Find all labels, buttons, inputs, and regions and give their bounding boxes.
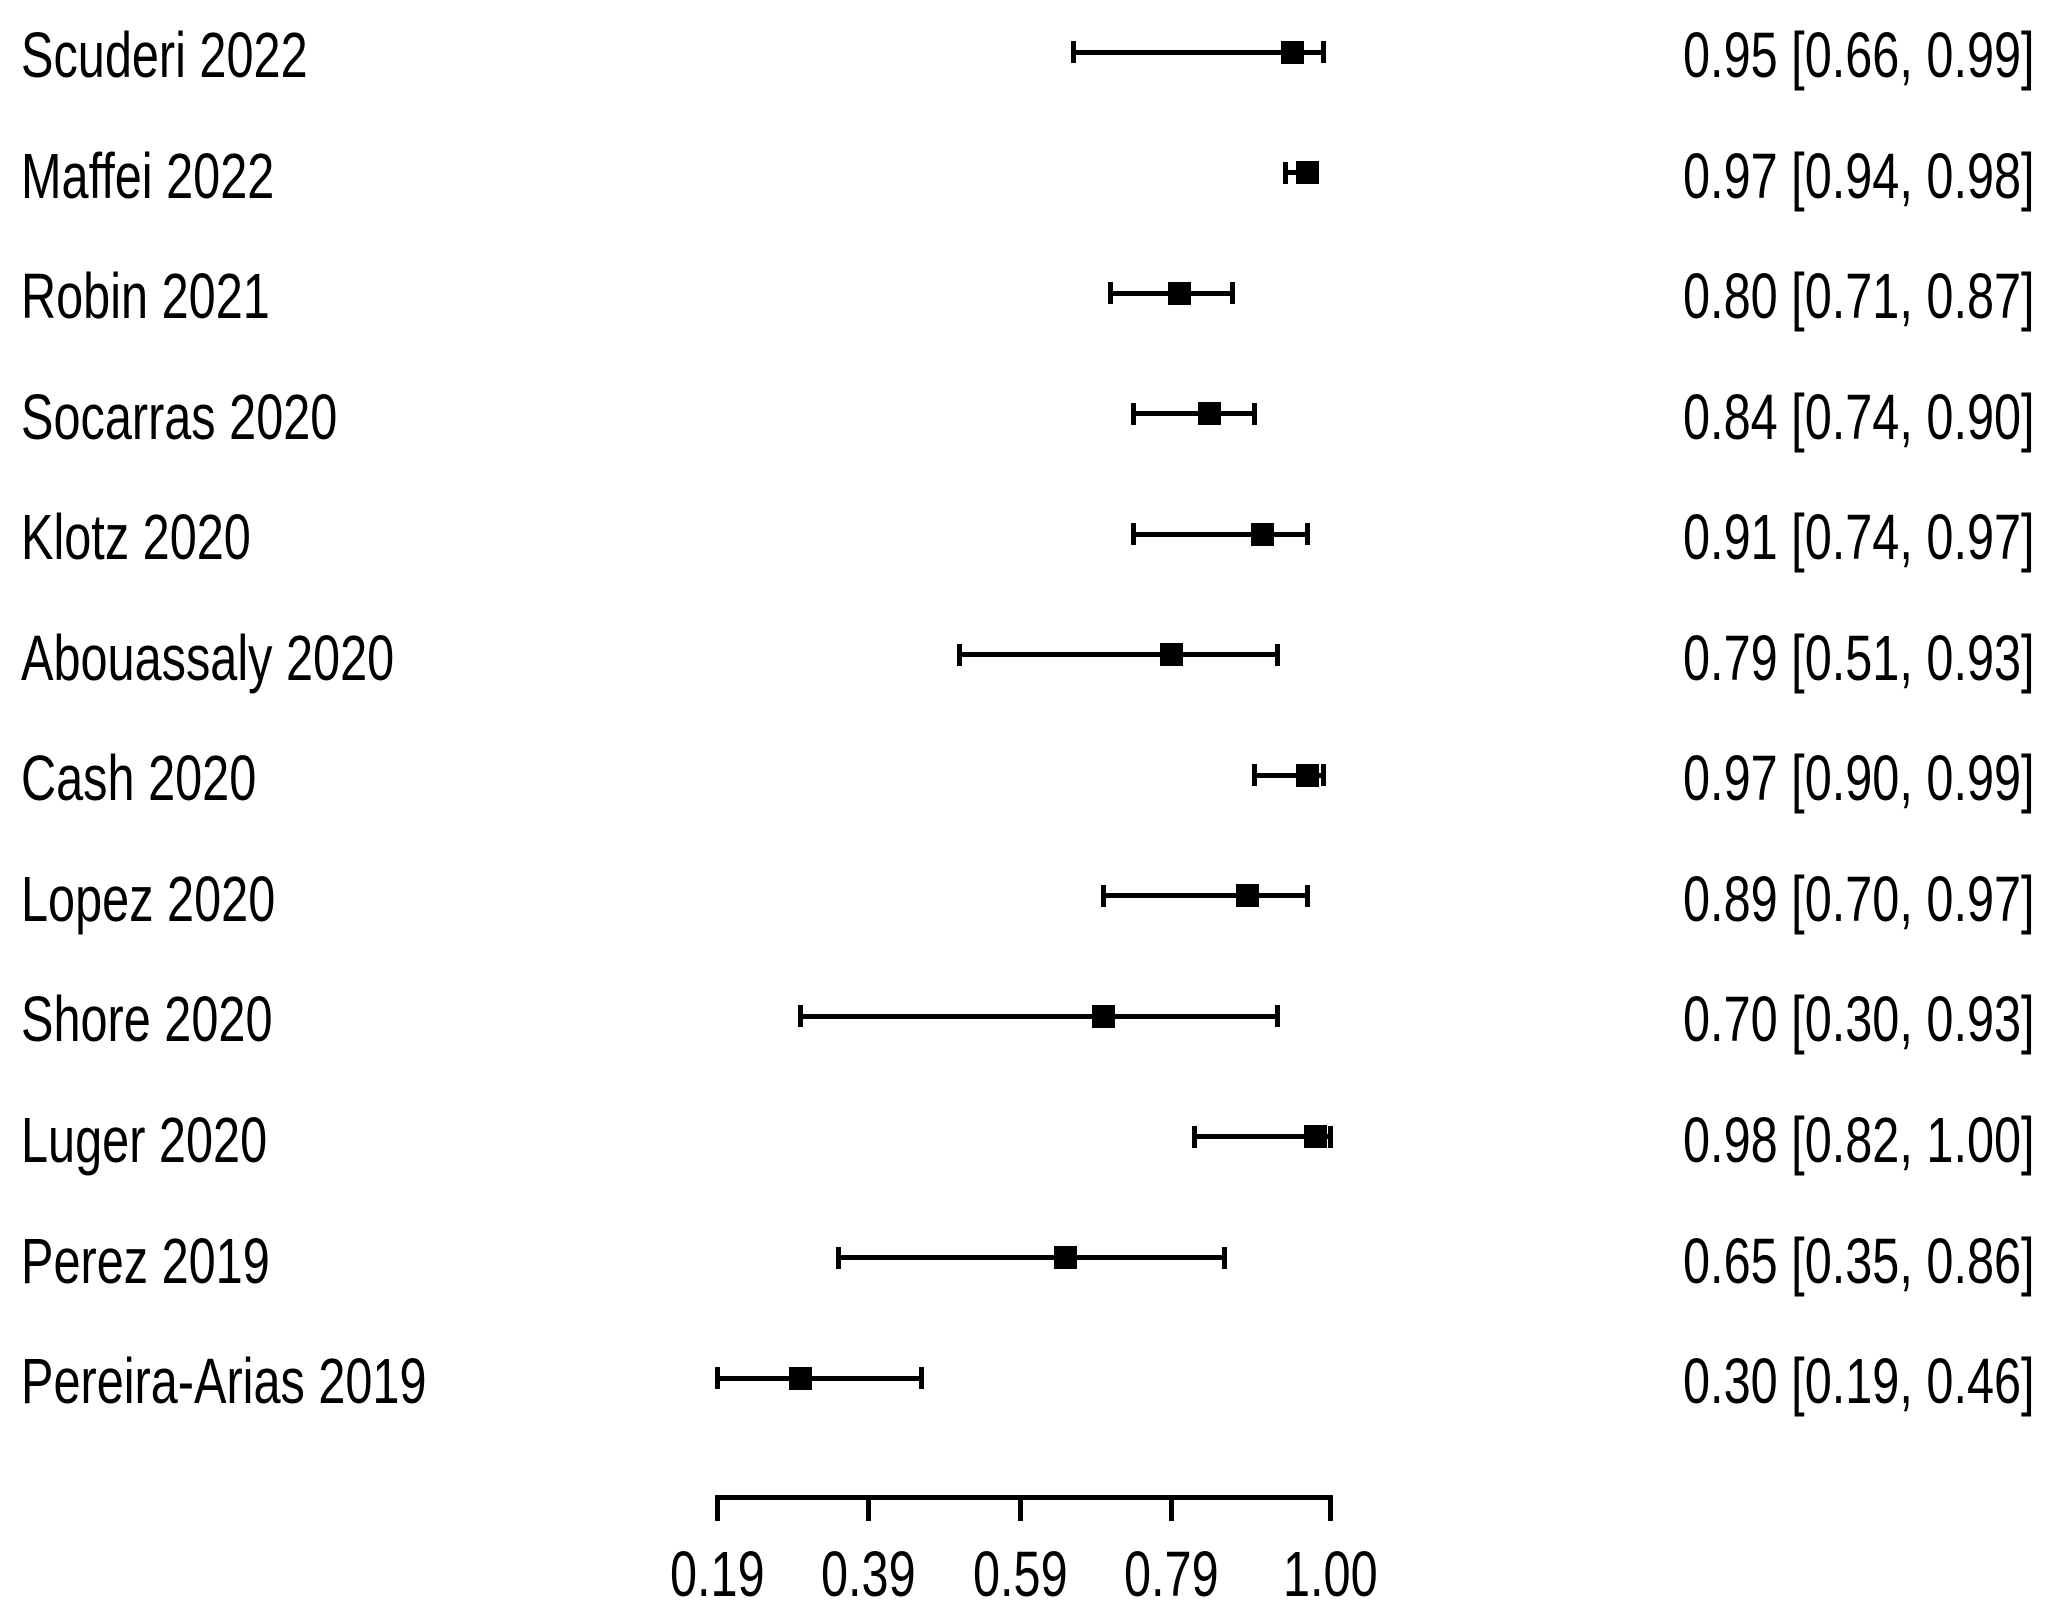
ci-cap-high (1222, 1246, 1228, 1269)
x-axis-tick-label-text: 0.59 (972, 1538, 1068, 1610)
ci-cap-low (1070, 41, 1076, 63)
ci-cap-low (835, 1246, 841, 1269)
x-axis-tick-label: 1.00 (1251, 1542, 1411, 1606)
ci-cap-high (1305, 884, 1311, 907)
study-label: Klotz 2020 (21, 501, 251, 574)
ci-cap-high (1229, 282, 1235, 305)
ci-cap-high (1320, 41, 1326, 63)
study-label: Abouassaly 2020 (21, 621, 395, 694)
ci-cap-low (956, 643, 962, 666)
ci-cap-low (714, 1367, 720, 1390)
ci-cap-low (1108, 282, 1114, 305)
ci-cap-low (1191, 1125, 1197, 1148)
estimate-square (1296, 763, 1320, 787)
estimate-value: 0.80 [0.71, 0.87] (1683, 260, 2035, 333)
ci-whisker-line (717, 1375, 922, 1381)
ci-whisker-line (838, 1255, 1225, 1260)
estimate-value: 0.84 [0.74, 0.90] (1683, 380, 2035, 453)
estimate-value: 0.95 [0.66, 0.99] (1683, 19, 2035, 91)
estimate-value: 0.97 [0.94, 0.98] (1683, 139, 2035, 212)
estimate-square (1250, 522, 1274, 546)
x-axis-tick (1169, 1495, 1174, 1521)
study-label: Luger 2020 (21, 1103, 268, 1176)
x-axis-tick (1017, 1495, 1023, 1521)
x-axis-tick-label-text: 0.39 (821, 1538, 916, 1610)
estimate-square (1281, 40, 1305, 64)
study-label: Scuderi 2022 (21, 19, 308, 91)
x-axis-tick (714, 1495, 720, 1521)
estimate-square (1053, 1246, 1077, 1269)
estimate-square (1235, 884, 1259, 908)
estimate-square (1167, 281, 1191, 305)
study-label: Shore 2020 (21, 983, 273, 1056)
x-axis-tick-label: 0.39 (789, 1542, 949, 1606)
estimate-value: 0.70 [0.30, 0.93] (1683, 983, 2035, 1056)
ci-whisker-line (1073, 49, 1323, 55)
ci-whisker-line (800, 1013, 1278, 1019)
ci-cap-high (1328, 1125, 1334, 1148)
estimate-square (1091, 1004, 1115, 1028)
x-axis-tick-label: 0.79 (1092, 1542, 1252, 1606)
study-label: Pereira-Arias 2019 (21, 1345, 427, 1418)
estimate-value: 0.98 [0.82, 1.00] (1683, 1103, 2035, 1176)
ci-cap-low (1282, 161, 1288, 184)
x-axis-tick-label-text: 0.79 (1124, 1538, 1219, 1610)
ci-cap-high (1252, 402, 1258, 425)
ci-whisker-line (959, 652, 1278, 658)
estimate-square (1197, 402, 1221, 426)
x-axis-tick-label-text: 1.00 (1283, 1538, 1378, 1610)
ci-cap-low (1131, 523, 1137, 546)
estimate-value: 0.91 [0.74, 0.97] (1683, 501, 2035, 574)
estimate-value: 0.30 [0.19, 0.46] (1683, 1345, 2035, 1418)
estimate-square (1296, 161, 1320, 185)
ci-whisker-line (1254, 772, 1323, 778)
study-label: Perez 2019 (21, 1224, 270, 1297)
x-axis-tick (1328, 1495, 1334, 1521)
estimate-square (1303, 1125, 1327, 1149)
ci-whisker-line (1103, 893, 1308, 899)
study-label: Lopez 2020 (21, 862, 276, 935)
ci-cap-high (1275, 1005, 1281, 1028)
ci-cap-low (797, 1005, 803, 1028)
x-axis-tick-label: 0.59 (940, 1542, 1100, 1606)
ci-cap-high (1305, 523, 1311, 546)
estimate-value: 0.65 [0.35, 0.86] (1683, 1224, 2035, 1297)
estimate-value: 0.89 [0.70, 0.97] (1683, 862, 2035, 935)
study-label: Socarras 2020 (21, 380, 338, 453)
estimate-square (1160, 643, 1183, 667)
study-label: Cash 2020 (21, 742, 257, 815)
ci-cap-low (1252, 764, 1258, 787)
x-axis-tick-label-text: 0.19 (669, 1538, 765, 1610)
ci-cap-high (919, 1367, 925, 1390)
ci-cap-low (1100, 884, 1106, 907)
x-axis-line (714, 1495, 1334, 1500)
estimate-square (788, 1366, 812, 1390)
x-axis-tick-label: 0.19 (637, 1542, 797, 1606)
study-label: Robin 2021 (21, 260, 270, 333)
study-label: Maffei 2022 (21, 139, 275, 212)
ci-whisker-line (1133, 531, 1308, 537)
ci-whisker-line (1194, 1134, 1331, 1140)
x-axis-tick (866, 1495, 871, 1521)
estimate-value: 0.79 [0.51, 0.93] (1683, 621, 2035, 694)
ci-cap-high (1275, 643, 1281, 666)
ci-cap-high (1320, 764, 1326, 787)
ci-cap-low (1131, 402, 1137, 425)
ci-whisker-line (1133, 411, 1255, 417)
estimate-value: 0.97 [0.90, 0.99] (1683, 742, 2035, 815)
